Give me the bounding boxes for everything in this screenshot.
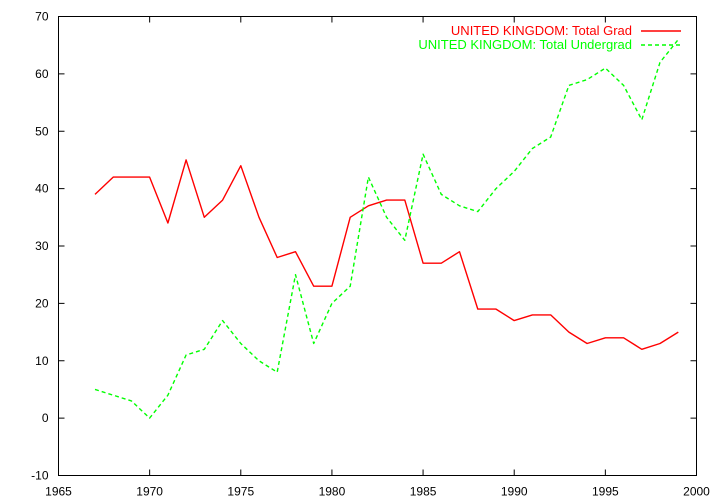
y-tick-label: -10 bbox=[31, 469, 49, 483]
x-tick-label: 1995 bbox=[592, 485, 619, 499]
series-line-total-undergrad bbox=[94, 39, 679, 419]
x-tick-label: 1965 bbox=[45, 485, 72, 499]
y-tick-label: 70 bbox=[35, 10, 49, 24]
series-group bbox=[94, 39, 679, 419]
legend-label: UNITED KINGDOM: Total Undergrad bbox=[418, 37, 632, 52]
x-tick-label: 1990 bbox=[501, 485, 528, 499]
y-tick-label: 20 bbox=[35, 296, 49, 310]
x-axis: 1965 1970 1975 1980 1985 1990 1995 2000 bbox=[45, 16, 710, 499]
y-tick-label: 30 bbox=[35, 239, 49, 253]
y-tick-label: 50 bbox=[35, 124, 49, 138]
y-tick-label: 40 bbox=[35, 182, 49, 196]
y-axis: -10 0 10 20 30 40 50 60 70 bbox=[31, 10, 697, 483]
y-tick-label: 60 bbox=[35, 67, 49, 81]
x-tick-label: 1970 bbox=[136, 485, 163, 499]
y-tick-label: 0 bbox=[42, 411, 49, 425]
x-tick-label: 1975 bbox=[227, 485, 254, 499]
y-tick-label: 10 bbox=[35, 354, 49, 368]
legend-label: UNITED KINGDOM: Total Grad bbox=[451, 23, 632, 38]
plot-frame bbox=[58, 16, 697, 476]
x-tick-label: 1980 bbox=[319, 485, 346, 499]
x-tick-label: 2000 bbox=[683, 485, 710, 499]
series-line-total-grad bbox=[94, 159, 679, 350]
x-tick-label: 1985 bbox=[410, 485, 437, 499]
